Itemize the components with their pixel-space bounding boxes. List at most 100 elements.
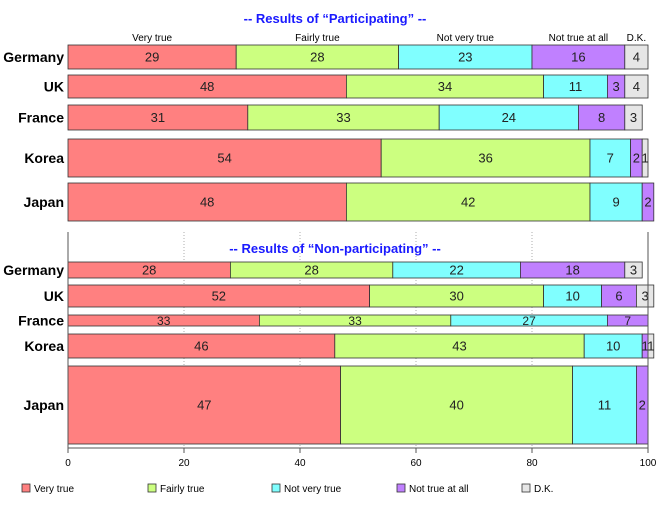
legend-label: Not very true <box>284 484 342 495</box>
data-label: 4 <box>633 50 640 65</box>
legend-swatch <box>147 483 157 493</box>
data-label: 2 <box>644 195 651 210</box>
bar-segment <box>67 182 347 222</box>
bar-segment <box>67 138 382 178</box>
bar-segment <box>531 44 626 70</box>
category-label: UK <box>44 79 64 95</box>
data-label: 3 <box>641 289 648 304</box>
category-label: Korea <box>24 150 64 166</box>
data-label: 31 <box>151 110 165 125</box>
data-label: 2 <box>639 398 646 413</box>
x-tick-label: 100 <box>640 458 657 469</box>
bar-segment <box>247 104 440 131</box>
data-label: 2 <box>633 151 640 166</box>
bar-segment <box>578 104 626 131</box>
bar-segment <box>624 74 649 99</box>
category-label: Japan <box>24 397 64 413</box>
data-label: 1 <box>641 339 648 354</box>
legend-swatch <box>271 483 281 493</box>
data-label: 11 <box>598 398 612 413</box>
data-label: 46 <box>194 339 208 354</box>
data-label: 27 <box>522 314 536 328</box>
bar-segment <box>67 333 336 359</box>
data-label: 24 <box>502 110 516 125</box>
category-label: France <box>18 313 64 329</box>
bar-segment <box>235 44 399 70</box>
data-label: 6 <box>615 289 622 304</box>
x-tick-label: 40 <box>294 458 306 469</box>
data-label: 3 <box>630 263 637 278</box>
category-label: UK <box>44 288 64 304</box>
data-label: 3 <box>612 79 619 94</box>
data-label: 34 <box>438 79 452 94</box>
data-label: 1 <box>647 339 654 354</box>
data-label: 33 <box>157 314 171 328</box>
bar-segment <box>67 104 249 131</box>
data-label: 30 <box>449 289 463 304</box>
bar-segment <box>624 261 643 279</box>
x-tick-label: 80 <box>526 458 538 469</box>
bar-segment <box>589 182 643 222</box>
data-label: 18 <box>565 263 579 278</box>
data-label: 28 <box>304 263 318 278</box>
bar-segment <box>641 138 649 178</box>
data-label: 54 <box>217 151 231 166</box>
data-label: 7 <box>607 151 614 166</box>
data-label: 33 <box>348 314 362 328</box>
x-tick-label: 60 <box>410 458 422 469</box>
legend-swatch <box>396 483 406 493</box>
column-label: Not true at all <box>549 33 608 44</box>
bar-segment <box>334 333 585 359</box>
bar-segment <box>398 44 533 70</box>
category-label: Germany <box>3 262 64 278</box>
data-label: 29 <box>145 50 159 65</box>
bar-segment <box>340 365 574 445</box>
bar-segment <box>624 104 643 131</box>
data-label: 36 <box>478 151 492 166</box>
legend-label: D.K. <box>534 484 553 495</box>
data-label: 40 <box>449 398 463 413</box>
data-label: 33 <box>336 110 350 125</box>
bar-segment <box>380 138 591 178</box>
data-label: 7 <box>624 314 631 328</box>
data-label: 11 <box>569 79 583 94</box>
data-label: 22 <box>449 263 463 278</box>
data-label: 28 <box>142 263 156 278</box>
category-label: Germany <box>3 49 64 65</box>
bar-segment <box>345 182 591 222</box>
panel-title: -- Results of “Non-participating” -- <box>229 241 441 256</box>
bar-segment <box>583 333 643 359</box>
legend-label: Very true <box>34 484 74 495</box>
panel-title: -- Results of “Participating” -- <box>244 11 427 26</box>
bar-segment <box>572 365 637 445</box>
data-label: 10 <box>606 339 620 354</box>
data-label: 43 <box>452 339 466 354</box>
legend-swatch <box>521 483 531 493</box>
bar-segment <box>641 182 655 222</box>
data-label: 42 <box>461 195 475 210</box>
x-tick-label: 20 <box>178 458 190 469</box>
bar-segment <box>636 284 655 308</box>
column-label: D.K. <box>627 33 646 44</box>
column-label: Not very true <box>437 33 495 44</box>
category-label: Korea <box>24 338 64 354</box>
data-label: 28 <box>310 50 324 65</box>
category-label: France <box>18 110 64 126</box>
data-label: 52 <box>212 289 226 304</box>
bar-segment <box>624 44 649 70</box>
category-label: Japan <box>24 194 64 210</box>
data-label: 23 <box>458 50 472 65</box>
bar-segment <box>438 104 579 131</box>
data-label: 16 <box>571 50 585 65</box>
data-label: 4 <box>633 79 640 94</box>
legend-swatch <box>21 483 31 493</box>
bar-segment <box>589 138 631 178</box>
data-label: 9 <box>612 195 619 210</box>
data-label: 47 <box>197 398 211 413</box>
bar-segment <box>67 44 237 70</box>
legend-label: Not true at all <box>409 484 468 495</box>
data-label: 10 <box>565 289 579 304</box>
data-label: 1 <box>641 151 648 166</box>
data-label: 48 <box>200 79 214 94</box>
